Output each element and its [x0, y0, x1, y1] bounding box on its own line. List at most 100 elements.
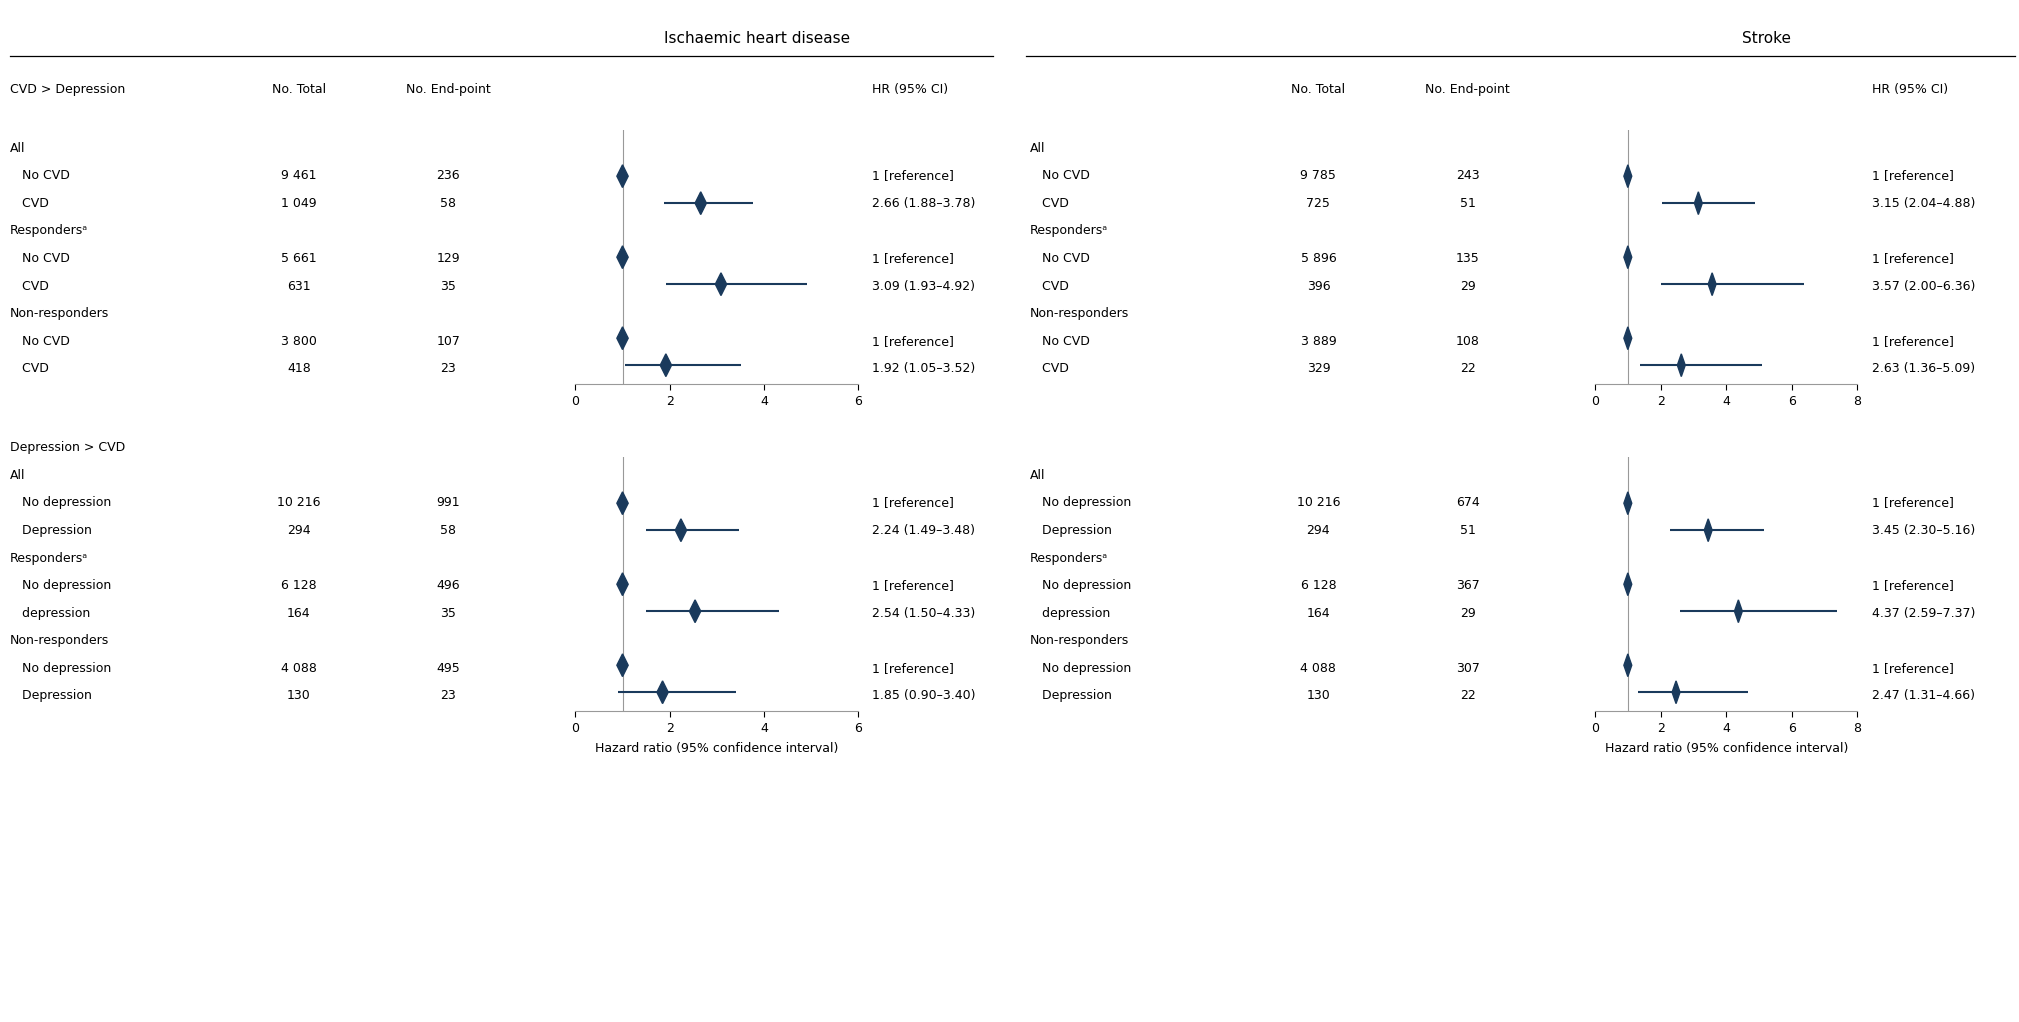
Text: 107: 107	[436, 335, 460, 347]
Text: 1 [reference]: 1 [reference]	[872, 335, 955, 347]
Text: Depression > CVD: Depression > CVD	[10, 442, 125, 454]
Text: 10 216: 10 216	[277, 497, 321, 509]
Polygon shape	[1678, 354, 1686, 376]
Text: Non-responders: Non-responders	[10, 635, 109, 647]
Text: 51: 51	[1460, 197, 1476, 210]
Text: CVD: CVD	[1030, 197, 1068, 210]
Polygon shape	[1623, 165, 1631, 187]
Text: 2.54 (1.50–4.33): 2.54 (1.50–4.33)	[872, 607, 975, 619]
Text: 1 [reference]: 1 [reference]	[872, 170, 955, 182]
Text: CVD: CVD	[10, 197, 48, 210]
Text: Non-responders: Non-responders	[1030, 635, 1129, 647]
Text: 164: 164	[287, 607, 311, 619]
Text: No depression: No depression	[10, 662, 111, 675]
Text: CVD: CVD	[10, 363, 48, 375]
X-axis label: Hazard ratio (95% confidence interval): Hazard ratio (95% confidence interval)	[596, 742, 838, 754]
Text: No CVD: No CVD	[10, 252, 71, 265]
Text: No. Total: No. Total	[273, 84, 325, 96]
Text: Respondersᵃ: Respondersᵃ	[1030, 225, 1108, 237]
Text: No depression: No depression	[1030, 579, 1131, 592]
Text: No CVD: No CVD	[1030, 335, 1090, 347]
Text: 1 [reference]: 1 [reference]	[1872, 579, 1954, 592]
Text: 164: 164	[1306, 607, 1331, 619]
Text: No. End-point: No. End-point	[406, 84, 491, 96]
Text: 496: 496	[436, 579, 460, 592]
Text: 396: 396	[1306, 280, 1331, 292]
Polygon shape	[660, 354, 672, 376]
Text: Respondersᵃ: Respondersᵃ	[10, 552, 89, 564]
Text: 108: 108	[1456, 335, 1480, 347]
Text: Non-responders: Non-responders	[1030, 308, 1129, 320]
Text: 236: 236	[436, 170, 460, 182]
Text: 243: 243	[1456, 170, 1480, 182]
Text: No depression: No depression	[1030, 662, 1131, 675]
Polygon shape	[618, 654, 628, 677]
Text: HR (95% CI): HR (95% CI)	[872, 84, 949, 96]
Polygon shape	[1704, 519, 1712, 542]
Text: 3.15 (2.04–4.88): 3.15 (2.04–4.88)	[1872, 197, 1975, 210]
Text: 418: 418	[287, 363, 311, 375]
Text: 2.24 (1.49–3.48): 2.24 (1.49–3.48)	[872, 524, 975, 537]
Text: 2.63 (1.36–5.09): 2.63 (1.36–5.09)	[1872, 363, 1975, 375]
Text: 4 088: 4 088	[1300, 662, 1337, 675]
Text: CVD: CVD	[1030, 280, 1068, 292]
Text: 674: 674	[1456, 497, 1480, 509]
Text: 58: 58	[440, 524, 456, 537]
Text: 2.66 (1.88–3.78): 2.66 (1.88–3.78)	[872, 197, 975, 210]
Text: All: All	[1030, 469, 1046, 481]
Text: Ischaemic heart disease: Ischaemic heart disease	[664, 32, 850, 46]
Text: All: All	[10, 469, 26, 481]
Text: Stroke: Stroke	[1742, 32, 1791, 46]
Text: 495: 495	[436, 662, 460, 675]
Polygon shape	[715, 273, 727, 295]
Text: No depression: No depression	[10, 579, 111, 592]
Polygon shape	[695, 192, 707, 215]
Text: 22: 22	[1460, 690, 1476, 702]
Polygon shape	[688, 600, 701, 622]
Polygon shape	[618, 165, 628, 187]
Text: Non-responders: Non-responders	[10, 308, 109, 320]
Text: 725: 725	[1306, 197, 1331, 210]
Text: 22: 22	[1460, 363, 1476, 375]
Text: 1 [reference]: 1 [reference]	[872, 252, 955, 265]
Text: No depression: No depression	[1030, 497, 1131, 509]
Polygon shape	[1623, 246, 1631, 269]
Text: 1 [reference]: 1 [reference]	[1872, 662, 1954, 675]
Text: No. Total: No. Total	[1292, 84, 1345, 96]
Text: 29: 29	[1460, 280, 1476, 292]
Polygon shape	[618, 573, 628, 596]
Text: 294: 294	[1306, 524, 1331, 537]
Text: 329: 329	[1306, 363, 1331, 375]
Polygon shape	[618, 246, 628, 269]
Text: 1 [reference]: 1 [reference]	[872, 497, 955, 509]
Text: 1.92 (1.05–3.52): 1.92 (1.05–3.52)	[872, 363, 975, 375]
Text: 58: 58	[440, 197, 456, 210]
Text: 2.47 (1.31–4.66): 2.47 (1.31–4.66)	[1872, 690, 1975, 702]
Text: No CVD: No CVD	[10, 170, 71, 182]
Polygon shape	[1623, 492, 1631, 514]
Text: Depression: Depression	[1030, 524, 1112, 537]
Text: 135: 135	[1456, 252, 1480, 265]
Text: 1 [reference]: 1 [reference]	[1872, 170, 1954, 182]
Text: Respondersᵃ: Respondersᵃ	[1030, 552, 1108, 564]
Text: 51: 51	[1460, 524, 1476, 537]
Polygon shape	[1623, 327, 1631, 350]
Text: 9 785: 9 785	[1300, 170, 1337, 182]
Text: No CVD: No CVD	[1030, 252, 1090, 265]
Text: depression: depression	[10, 607, 91, 619]
Text: 6 128: 6 128	[1300, 579, 1337, 592]
Text: 29: 29	[1460, 607, 1476, 619]
Text: Depression: Depression	[1030, 690, 1112, 702]
Text: 10 216: 10 216	[1296, 497, 1341, 509]
Text: 1 [reference]: 1 [reference]	[1872, 497, 1954, 509]
Text: 307: 307	[1456, 662, 1480, 675]
Text: 991: 991	[436, 497, 460, 509]
Text: 35: 35	[440, 280, 456, 292]
Text: 1 [reference]: 1 [reference]	[1872, 335, 1954, 347]
Text: 23: 23	[440, 690, 456, 702]
Text: 294: 294	[287, 524, 311, 537]
Polygon shape	[1708, 273, 1716, 295]
Text: Respondersᵃ: Respondersᵃ	[10, 225, 89, 237]
X-axis label: Hazard ratio (95% confidence interval): Hazard ratio (95% confidence interval)	[1605, 742, 1847, 754]
Text: No. End-point: No. End-point	[1425, 84, 1510, 96]
